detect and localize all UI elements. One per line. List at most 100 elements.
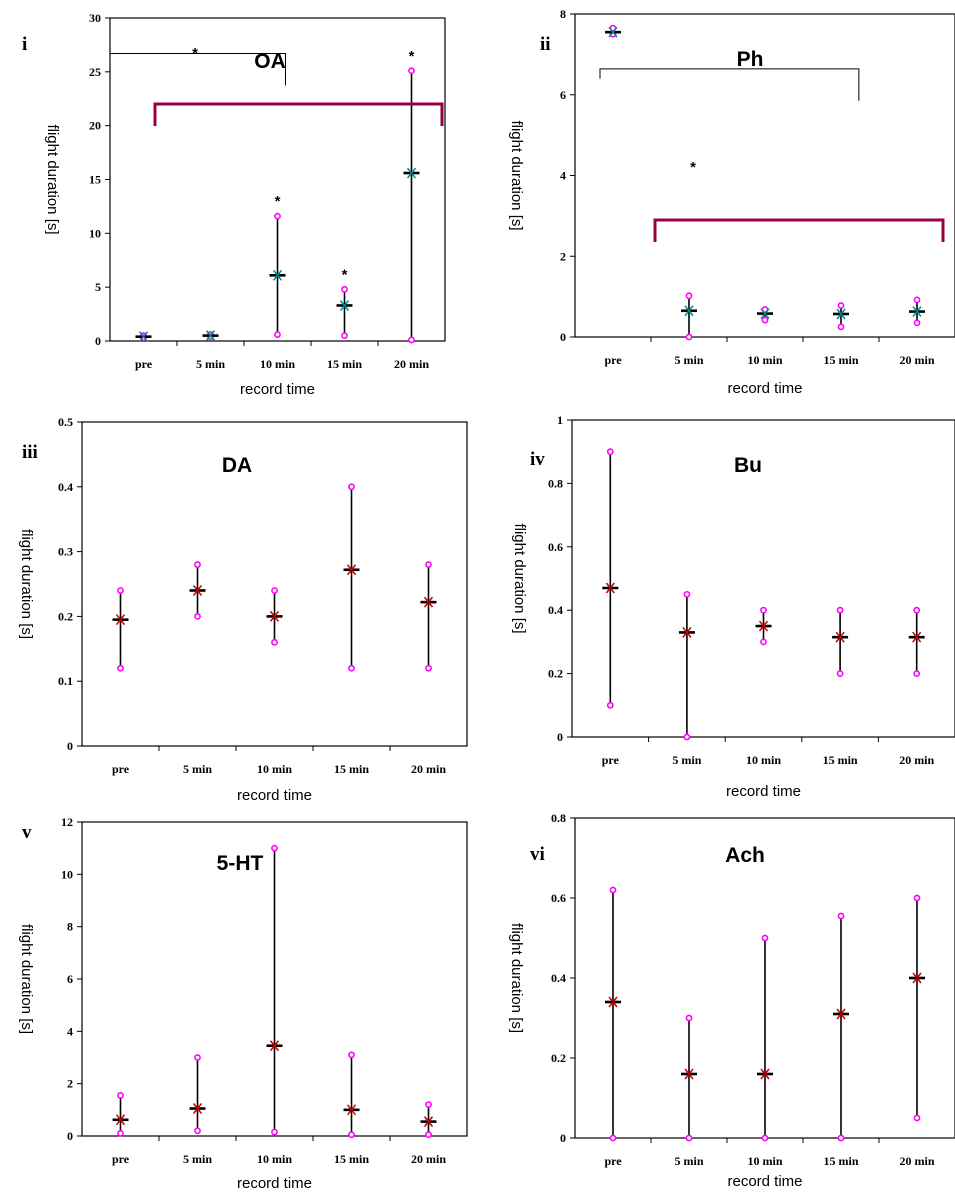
chart-title: 5-HT <box>217 852 264 875</box>
significance-star: * <box>409 48 415 65</box>
x-tick-label: 20 min <box>394 357 429 371</box>
y-tick-label: 8 <box>67 920 73 934</box>
max-point <box>271 844 278 852</box>
max-point <box>194 561 201 568</box>
mean-cross <box>205 330 216 342</box>
x-tick-label: 20 min <box>899 1154 934 1168</box>
min-point <box>408 336 415 344</box>
min-point <box>837 323 845 331</box>
max-point <box>685 1014 693 1022</box>
x-tick-label: 5 min <box>183 1152 212 1166</box>
mean-cross <box>760 308 770 320</box>
mean-cross <box>115 614 126 626</box>
max-point <box>117 1092 124 1099</box>
y-tick-label: 0.4 <box>58 480 73 494</box>
mean-cross <box>192 585 203 596</box>
mean-cross <box>346 1104 357 1116</box>
y-tick-label: 0.4 <box>548 603 563 617</box>
y-axis-title: flight duration [s] <box>18 924 35 1034</box>
x-tick-label: 10 min <box>257 1152 292 1166</box>
mean-cross <box>684 305 694 317</box>
chart-title: OA <box>254 50 286 73</box>
y-tick-label: 0.1 <box>58 674 73 688</box>
max-point <box>683 590 691 598</box>
min-point <box>609 1134 617 1142</box>
y-tick-label: 15 <box>89 173 101 187</box>
y-tick-label: 0 <box>67 739 73 753</box>
mean-cross <box>835 631 845 643</box>
y-tick-label: 0.6 <box>551 891 566 905</box>
mean-cross <box>272 269 283 281</box>
x-tick-label: 20 min <box>899 353 934 367</box>
y-tick-label: 0.2 <box>548 667 563 681</box>
y-tick-label: 0.2 <box>58 609 73 623</box>
mean-cross <box>912 972 922 984</box>
y-tick-label: 0.3 <box>58 545 73 559</box>
y-axis-title: flight duration [s] <box>508 923 525 1033</box>
mean-cross <box>684 1068 694 1080</box>
y-tick-label: 0 <box>557 730 563 744</box>
x-tick-label: 5 min <box>674 353 703 367</box>
min-point <box>117 1129 124 1137</box>
min-point <box>685 333 693 341</box>
x-tick-label: pre <box>604 1154 622 1168</box>
x-tick-label: 5 min <box>672 753 701 767</box>
min-point <box>913 670 921 677</box>
x-tick-label: 10 min <box>260 357 295 371</box>
max-point <box>913 606 921 614</box>
max-point <box>913 296 921 304</box>
max-point <box>685 292 693 300</box>
plot-frame <box>571 419 955 738</box>
min-point <box>271 638 278 646</box>
y-tick-label: 5 <box>95 280 101 294</box>
significance-star: * <box>275 193 281 210</box>
y-tick-label: 4 <box>67 1024 73 1038</box>
x-axis-title: record time <box>727 380 802 397</box>
max-point <box>341 285 348 293</box>
max-point <box>606 448 614 456</box>
min-point <box>837 1134 845 1142</box>
mean-cross <box>836 1008 846 1020</box>
x-tick-label: 20 min <box>411 762 446 776</box>
comparison-bracket <box>109 53 286 86</box>
x-tick-label: 15 min <box>327 357 362 371</box>
y-tick-label: 0.5 <box>58 415 73 429</box>
x-tick-label: 15 min <box>334 762 369 776</box>
bracket-significance-star: * <box>192 45 198 62</box>
mean-cross <box>608 26 618 38</box>
min-point <box>761 316 769 324</box>
x-tick-label: pre <box>604 353 622 367</box>
y-tick-label: 8 <box>560 7 566 21</box>
x-axis-title: record time <box>726 783 801 800</box>
mean-cross <box>406 167 417 179</box>
y-axis-title: flight duration [s] <box>511 523 528 633</box>
x-tick-label: 5 min <box>183 762 212 776</box>
max-point <box>271 587 278 594</box>
mean-cross <box>269 1040 280 1052</box>
significance-star: * <box>342 266 348 283</box>
y-tick-label: 0.8 <box>548 476 563 490</box>
max-point <box>913 894 921 902</box>
max-point <box>761 934 769 942</box>
mean-cross <box>115 1114 126 1126</box>
min-point <box>348 664 355 672</box>
y-tick-label: 30 <box>89 11 101 25</box>
max-point <box>425 561 432 568</box>
chart-panel-v: 0 2 4 6 8 10 12 pre 5 min 10 min 15 min 20 min recor… <box>18 815 468 1192</box>
mean-cross <box>346 564 357 576</box>
max-point <box>348 483 355 491</box>
panel-label: vi <box>530 844 545 865</box>
max-point <box>117 587 124 594</box>
group-bracket <box>653 218 945 242</box>
mean-cross <box>192 1103 203 1114</box>
max-point <box>609 886 617 894</box>
min-point <box>836 670 844 677</box>
mean-cross <box>423 1116 434 1128</box>
y-tick-label: 25 <box>89 65 101 79</box>
x-tick-label: 15 min <box>823 1154 858 1168</box>
x-tick-label: 10 min <box>746 753 781 767</box>
max-point <box>408 67 415 75</box>
mean-cross <box>605 582 615 594</box>
x-tick-label: 10 min <box>257 762 292 776</box>
min-point <box>194 613 201 620</box>
